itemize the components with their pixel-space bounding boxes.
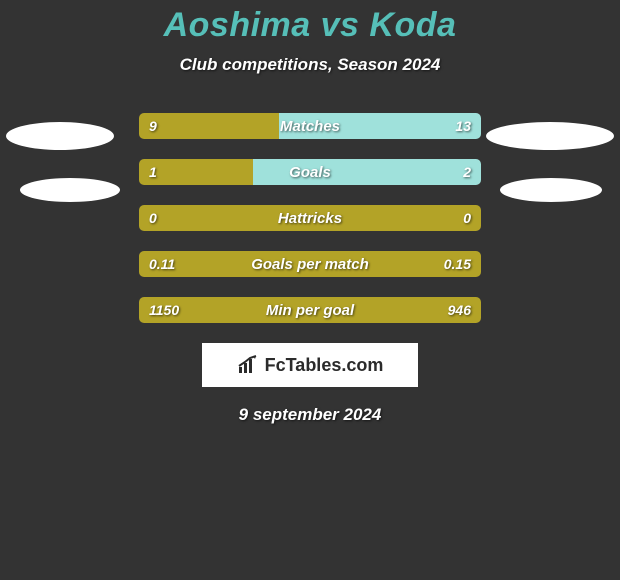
player-photo-right-2 (500, 178, 602, 202)
stat-value-right: 2 (463, 159, 471, 185)
stat-label: Goals per match (139, 251, 481, 277)
stat-value-right: 946 (448, 297, 471, 323)
player-photo-right-1 (486, 122, 614, 150)
stat-value-left: 9 (149, 113, 157, 139)
stat-label: Matches (139, 113, 481, 139)
page-title: Aoshima vs Koda (0, 6, 620, 45)
comparison-card: Aoshima vs Koda Club competitions, Seaso… (0, 0, 620, 580)
stat-row: Min per goal1150 946 (139, 297, 481, 323)
stat-value-right: 13 (455, 113, 471, 139)
stat-row: Matches9 13 (139, 113, 481, 139)
stat-value-left: 1 (149, 159, 157, 185)
stat-row: Goals1 2 (139, 159, 481, 185)
stat-value-right: 0.15 (444, 251, 471, 277)
stat-label: Min per goal (139, 297, 481, 323)
stat-label: Goals (139, 159, 481, 185)
subtitle: Club competitions, Season 2024 (0, 55, 620, 75)
stat-value-left: 0 (149, 205, 157, 231)
date-text: 9 september 2024 (0, 405, 620, 425)
chart-icon (237, 355, 259, 375)
stat-value-right: 0 (463, 205, 471, 231)
stat-row: Hattricks0 0 (139, 205, 481, 231)
stat-rows: Matches9 13 Goals1 2 Hattricks0 0 Goals per ma… (139, 113, 481, 323)
stat-value-left: 1150 (149, 297, 179, 323)
brand-badge[interactable]: FcTables.com (202, 343, 418, 387)
stat-value-left: 0.11 (149, 251, 175, 277)
stat-label: Hattricks (139, 205, 481, 231)
stat-row: Goals per match0.11 0.15 (139, 251, 481, 277)
player-photo-left-2 (20, 178, 120, 202)
brand-text: FcTables.com (265, 355, 384, 376)
player-photo-left-1 (6, 122, 114, 150)
